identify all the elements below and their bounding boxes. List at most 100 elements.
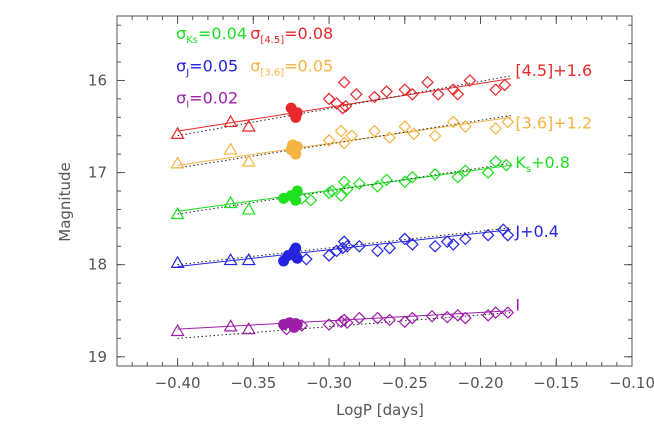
sigma-symbol: σ [250, 56, 260, 75]
diamond-point [501, 115, 515, 129]
diamond-point [425, 309, 439, 323]
series-label-subscript: s [526, 164, 531, 175]
diamond-point [371, 180, 384, 193]
diamond-point [446, 115, 460, 129]
triangle-point [223, 195, 238, 209]
diamond-point [406, 311, 419, 325]
diamond-point [340, 182, 354, 196]
diamond-point [345, 129, 359, 143]
sigma-symbol: σ [176, 89, 186, 108]
diamond-point [496, 223, 510, 237]
diamond-point [459, 120, 472, 133]
triangle-point [223, 142, 238, 155]
sigma-symbol: σ [176, 24, 186, 43]
series-label: Ks+0.8 [515, 153, 570, 175]
triangle-point [241, 154, 256, 167]
diamond-point [428, 129, 442, 143]
series-label: [4.5]+1.6 [515, 61, 592, 80]
diamond-point [380, 173, 393, 187]
diamond-point [398, 120, 412, 133]
diamond-point [489, 306, 503, 319]
sigma-subscript: I [186, 100, 189, 111]
diamond-point [463, 74, 477, 87]
fit-lines [177, 75, 511, 339]
series-label-text: [3.6]+1.2 [515, 113, 592, 132]
y-tick-label: 16 [88, 71, 107, 89]
labels: σKs=0.04σJ=0.05σI=0.02σ[4.5]=0.08σ[3.6]=… [176, 24, 592, 315]
triangle-point [241, 119, 256, 132]
sigma-symbol: σ [250, 24, 260, 43]
diamond-point [489, 155, 503, 168]
diamond-point [371, 311, 384, 325]
series-label: J+0.4 [514, 222, 559, 241]
sigma-value: =0.05 [189, 56, 238, 75]
diamond-point [334, 124, 348, 138]
sigma-annotation: σKs=0.04 [176, 24, 247, 46]
diamond-point [499, 158, 513, 172]
diamond-point [398, 83, 412, 97]
diamond-point [406, 87, 419, 101]
x-tick-label: −0.40 [155, 374, 201, 392]
series-label-text: J+0.4 [514, 222, 559, 241]
diamond-point [337, 75, 351, 89]
diamond-point [440, 310, 454, 324]
diamond-point [325, 184, 339, 198]
diamond-point [336, 241, 350, 255]
diamond-point [383, 241, 396, 255]
diamond-point [489, 83, 503, 97]
sigma-annotation: σI=0.02 [176, 89, 238, 111]
sigma-value: =0.04 [198, 24, 247, 43]
diamond-point [322, 249, 336, 262]
sigma-annotation: σ[3.6]=0.05 [250, 56, 333, 78]
sigma-subscript: [3.6] [260, 67, 284, 78]
data-points [170, 74, 515, 337]
series-label-text: K [515, 153, 526, 172]
diamond-point [380, 85, 393, 98]
series-label: I [515, 296, 520, 315]
triangle-point [241, 202, 256, 215]
diamond-point [371, 244, 384, 258]
sigma-value: =0.08 [284, 24, 333, 43]
sigma-annotation: σJ=0.05 [176, 56, 238, 78]
diamond-point [398, 175, 412, 189]
diamond-point [446, 238, 460, 251]
diamond-point [451, 170, 465, 184]
diamond-point [398, 315, 412, 329]
triangle-point [170, 126, 185, 139]
diamond-point [322, 133, 336, 147]
triangle-point [170, 206, 185, 220]
diamond-point [337, 136, 351, 150]
diamond-point [459, 232, 472, 246]
x-tick-label: −0.25 [382, 374, 428, 392]
diamond-point [322, 318, 336, 331]
diamond-point [481, 228, 495, 242]
diamond-point [398, 232, 412, 246]
diamond-point [368, 124, 381, 138]
fit-line-dotted [177, 114, 511, 169]
sigma-symbol: σ [176, 56, 186, 75]
circle-point [291, 319, 303, 331]
diamond-point [322, 186, 336, 200]
diamond-point [489, 122, 503, 135]
x-axis-label: LogP [days] [336, 401, 424, 419]
triangle-point [170, 323, 185, 337]
diamond-point [353, 239, 366, 253]
circle-point [291, 141, 303, 153]
diamond-point [428, 239, 442, 253]
diamond-point [406, 238, 419, 251]
y-axis-label: Magnitude [56, 162, 74, 241]
triangle-point [170, 255, 185, 268]
sigma-subscript: J [185, 67, 189, 78]
sigma-value: =0.05 [284, 56, 333, 75]
y-tick-label: 18 [88, 256, 107, 274]
diamond-point [421, 75, 434, 89]
diamond-point [322, 92, 336, 106]
series-label: [3.6]+1.2 [515, 113, 592, 132]
axes: −0.40 −0.35 −0.30 −0.25 −0.20 −0.15 −0.10 16 17 1… [88, 15, 654, 392]
diamond-point [459, 164, 472, 178]
diamond-point [383, 313, 396, 327]
diamond-point [407, 127, 421, 141]
diamond-point [340, 316, 354, 330]
diamond-point [337, 175, 351, 189]
